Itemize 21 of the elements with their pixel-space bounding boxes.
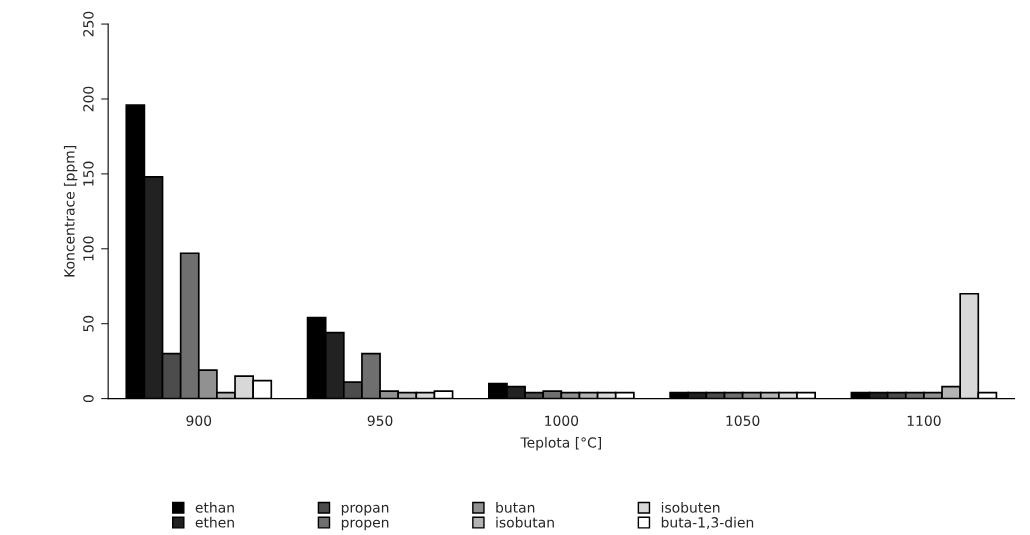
x-tick-label: 1000 <box>545 415 579 426</box>
y-axis-title: Koncentrace [ppm] <box>63 146 78 277</box>
legend-label: ethen <box>195 516 234 528</box>
y-tick-label: 0 <box>83 395 94 403</box>
y-tick-label: 200 <box>83 86 94 112</box>
x-tick-label: 900 <box>186 415 212 426</box>
x-tick-label: 950 <box>367 415 393 426</box>
legend-label: ethan <box>195 502 234 513</box>
y-tick-label: 50 <box>83 315 94 332</box>
legend-label: isobuten <box>661 502 720 513</box>
y-tick-label: 250 <box>83 11 94 37</box>
legend-label: isobutan <box>496 516 554 528</box>
x-tick-label: 1050 <box>726 415 760 426</box>
legend-label: butan <box>496 502 535 513</box>
x-tick-label: 1100 <box>907 415 941 426</box>
y-tick-label: 100 <box>83 236 94 261</box>
legend-label: buta-1,3-dien <box>661 516 754 530</box>
legend-label: propen <box>341 519 389 531</box>
x-axis-title: Teplota [°C] <box>520 437 601 451</box>
y-tick-label: 150 <box>83 161 94 186</box>
legend-label: propan <box>341 504 389 516</box>
